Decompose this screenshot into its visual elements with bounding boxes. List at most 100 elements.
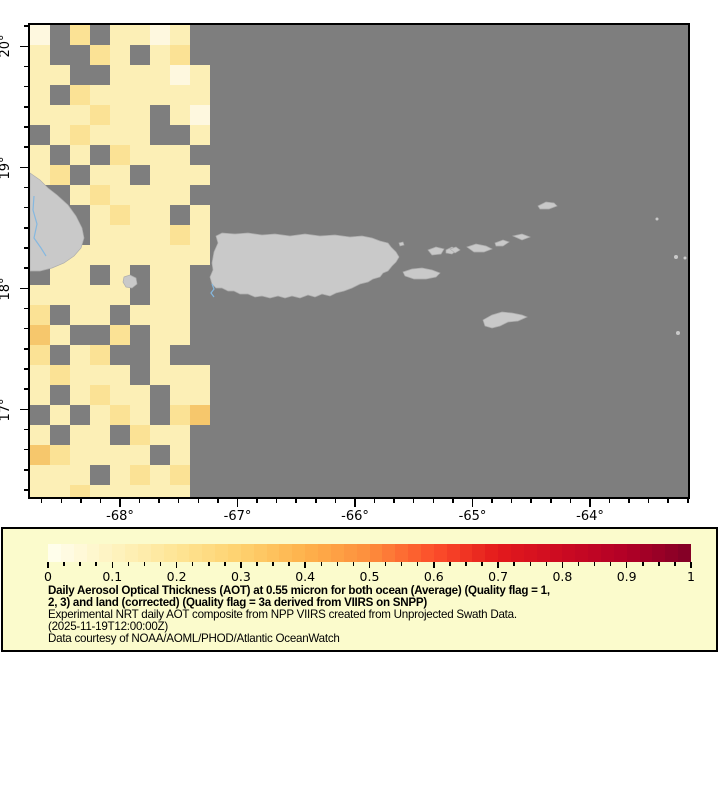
lon-major-tick xyxy=(119,499,121,507)
aot-data-cell xyxy=(130,445,150,465)
colorbar-segment xyxy=(408,544,422,562)
land-vieques xyxy=(402,267,441,280)
aot-data-cell xyxy=(170,445,190,465)
aot-data-cell xyxy=(150,345,170,365)
colorbar-segment xyxy=(228,544,242,562)
aot-data-cell xyxy=(190,65,210,85)
land-islet-ne-pr xyxy=(398,241,405,247)
aot-data-cell xyxy=(130,145,150,165)
lon-major-tick xyxy=(589,499,591,507)
lat-minor-tick xyxy=(24,388,28,390)
aot-data-cell xyxy=(170,425,190,445)
aot-data-cell xyxy=(170,385,190,405)
aot-data-cell xyxy=(110,185,130,205)
aot-data-cell xyxy=(130,385,150,405)
lon-axis-label: -67° xyxy=(223,509,252,524)
aot-data-cell xyxy=(150,485,170,497)
aot-data-cell xyxy=(170,225,190,245)
lon-minor-tick xyxy=(80,499,82,503)
colorbar-minor-tick xyxy=(384,562,387,566)
land-vg-islets xyxy=(511,233,531,241)
lon-minor-tick xyxy=(373,499,376,503)
lat-minor-tick xyxy=(24,348,28,350)
colorbar-tick-label: 0.8 xyxy=(552,569,573,584)
aot-data-cell xyxy=(90,485,110,497)
lat-axis-label: 20° xyxy=(0,34,13,58)
aot-data-cell xyxy=(150,365,170,385)
colorbar-minor-tick xyxy=(593,562,596,566)
aot-data-cell xyxy=(90,405,110,425)
lat-minor-tick xyxy=(24,489,28,491)
aot-data-cell xyxy=(170,245,190,265)
lat-minor-tick xyxy=(24,247,28,249)
aot-data-cell xyxy=(50,405,70,425)
aot-data-cell xyxy=(190,105,210,125)
aot-data-cell xyxy=(150,305,170,325)
colorbar-minor-tick xyxy=(674,562,676,566)
lon-minor-tick xyxy=(647,499,650,503)
lon-major-tick xyxy=(236,499,239,507)
colorbar-segment xyxy=(626,544,641,562)
aot-data-cell xyxy=(90,125,110,145)
aot-data-cell xyxy=(150,85,170,105)
aot-data-cell xyxy=(110,445,130,465)
aot-data-cell xyxy=(190,405,210,425)
lon-minor-tick xyxy=(687,499,689,503)
aot-data-cell xyxy=(190,165,210,185)
aot-data-cell xyxy=(170,145,190,165)
lat-minor-tick xyxy=(24,307,28,310)
aot-data-cell xyxy=(30,25,50,45)
aot-data-cell xyxy=(150,465,170,485)
lat-minor-tick xyxy=(24,469,28,471)
lon-minor-tick xyxy=(138,499,141,503)
land-hispaniola xyxy=(30,172,85,272)
aot-data-cell xyxy=(90,45,110,65)
colorbar-minor-tick xyxy=(416,562,419,566)
colorbar-minor-tick xyxy=(127,562,130,566)
lat-major-tick xyxy=(20,166,28,169)
aot-data-cell xyxy=(50,65,70,85)
colorbar-segment xyxy=(189,544,203,562)
colorbar-major-tick xyxy=(625,562,628,568)
aot-data-cell xyxy=(90,105,110,125)
aot-data-cell xyxy=(70,265,90,285)
colorbar-segment xyxy=(176,544,190,562)
aot-data-cell xyxy=(90,365,110,385)
aot-data-cell xyxy=(90,85,110,105)
colorbar-segment xyxy=(150,544,165,562)
aot-data-cell xyxy=(70,365,90,385)
colorbar-segment xyxy=(459,544,473,562)
colorbar-segment xyxy=(292,544,306,562)
land-st-john xyxy=(449,246,461,254)
legend-subtitle: Experimental NRT daily AOT composite fro… xyxy=(48,608,517,621)
colorbar-minor-tick xyxy=(159,562,162,566)
aot-data-cell xyxy=(110,225,130,245)
aot-data-cell xyxy=(30,105,50,125)
aot-data-cell xyxy=(130,65,150,85)
aot-data-cell xyxy=(130,25,150,45)
aot-data-cell xyxy=(30,305,50,325)
colorbar-segment xyxy=(73,544,88,562)
aot-data-cell xyxy=(90,445,110,465)
lon-minor-tick xyxy=(197,499,200,503)
lat-minor-tick xyxy=(24,106,28,108)
aot-data-cell xyxy=(150,265,170,285)
aot-data-cell xyxy=(170,405,190,425)
lat-minor-tick xyxy=(24,267,28,269)
colorbar-tick-label: 0.7 xyxy=(488,569,509,584)
colorbar-segment xyxy=(215,544,229,562)
colorbar-segment xyxy=(562,544,576,562)
aot-data-cell xyxy=(30,445,50,465)
lat-minor-tick xyxy=(24,186,28,189)
aot-data-cell xyxy=(110,125,130,145)
aot-data-cell xyxy=(90,225,110,245)
aot-data-cell xyxy=(70,85,90,105)
aot-data-cell xyxy=(30,145,50,165)
lat-major-tick xyxy=(20,287,28,290)
colorbar-segment xyxy=(163,544,178,562)
aot-data-cell xyxy=(150,65,170,85)
colorbar-segment xyxy=(665,544,679,562)
colorbar-minor-tick xyxy=(272,562,274,566)
lat-major-tick xyxy=(20,45,28,47)
colorbar-minor-tick xyxy=(658,562,660,566)
